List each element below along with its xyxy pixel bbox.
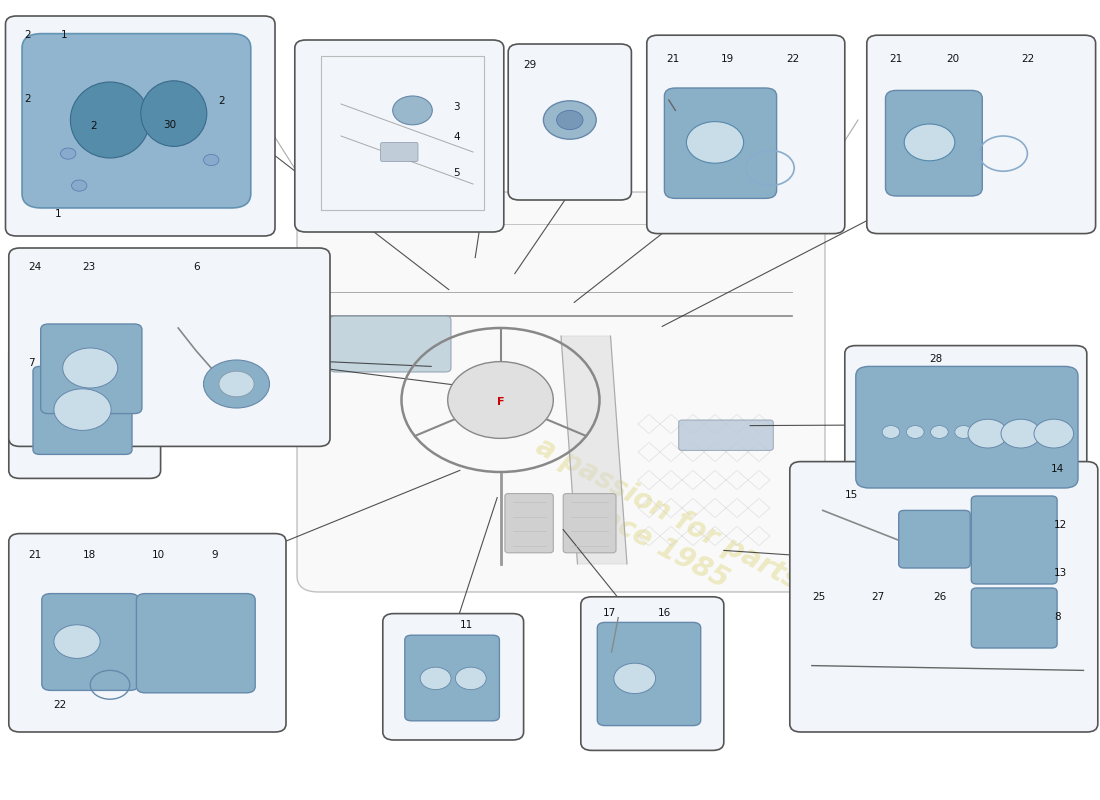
Circle shape [455, 667, 486, 690]
Text: 23: 23 [82, 262, 96, 272]
FancyBboxPatch shape [42, 594, 139, 690]
FancyBboxPatch shape [664, 88, 777, 198]
FancyBboxPatch shape [581, 597, 724, 750]
Text: 10: 10 [152, 550, 165, 560]
FancyBboxPatch shape [563, 494, 616, 553]
Text: 2: 2 [218, 96, 224, 106]
Circle shape [968, 419, 1008, 448]
Circle shape [882, 426, 900, 438]
Circle shape [54, 389, 111, 430]
Circle shape [904, 124, 955, 161]
FancyBboxPatch shape [647, 35, 845, 234]
Text: a passion for parts
since 1985: a passion for parts since 1985 [516, 432, 804, 624]
FancyBboxPatch shape [790, 462, 1098, 732]
Circle shape [557, 110, 583, 130]
Text: 13: 13 [1054, 568, 1067, 578]
Text: 7: 7 [29, 358, 35, 368]
Text: 16: 16 [658, 608, 671, 618]
FancyBboxPatch shape [845, 346, 1087, 504]
FancyBboxPatch shape [6, 16, 275, 236]
Text: 26: 26 [933, 592, 946, 602]
FancyBboxPatch shape [886, 90, 982, 196]
FancyBboxPatch shape [508, 44, 631, 200]
Text: 14: 14 [1050, 464, 1064, 474]
Circle shape [204, 154, 219, 166]
Circle shape [906, 426, 924, 438]
FancyBboxPatch shape [867, 35, 1096, 234]
Polygon shape [561, 336, 627, 564]
Text: 5: 5 [453, 168, 460, 178]
Text: 21: 21 [667, 54, 680, 64]
Text: 21: 21 [889, 54, 902, 64]
Text: 27: 27 [871, 592, 884, 602]
Circle shape [393, 96, 432, 125]
FancyBboxPatch shape [971, 588, 1057, 648]
Circle shape [1034, 419, 1074, 448]
Circle shape [614, 663, 656, 694]
FancyBboxPatch shape [9, 534, 286, 732]
Text: 19: 19 [720, 54, 734, 64]
Text: 1: 1 [60, 30, 67, 40]
Text: 22: 22 [53, 701, 66, 710]
Circle shape [60, 148, 76, 159]
Text: 28: 28 [930, 354, 943, 364]
Text: 17: 17 [603, 608, 616, 618]
Text: 9: 9 [211, 550, 218, 560]
FancyBboxPatch shape [405, 635, 499, 721]
FancyBboxPatch shape [971, 496, 1057, 584]
Ellipse shape [70, 82, 150, 158]
Text: 22: 22 [786, 54, 800, 64]
Circle shape [955, 426, 972, 438]
FancyBboxPatch shape [330, 316, 451, 372]
Text: 8: 8 [1054, 613, 1060, 622]
Ellipse shape [141, 81, 207, 146]
Circle shape [931, 426, 948, 438]
Text: 21: 21 [29, 550, 42, 560]
FancyBboxPatch shape [899, 510, 970, 568]
Text: 1: 1 [55, 210, 62, 219]
Text: 2: 2 [90, 122, 97, 131]
Text: 24: 24 [29, 262, 42, 272]
FancyBboxPatch shape [33, 366, 132, 454]
Text: F: F [497, 398, 504, 407]
FancyBboxPatch shape [505, 494, 553, 553]
Text: 6: 6 [194, 262, 200, 272]
Text: 2: 2 [24, 94, 31, 104]
Circle shape [72, 180, 87, 191]
Text: 4: 4 [453, 133, 460, 142]
FancyBboxPatch shape [22, 34, 251, 208]
FancyBboxPatch shape [136, 594, 255, 693]
Circle shape [54, 625, 100, 658]
Circle shape [448, 362, 553, 438]
FancyBboxPatch shape [295, 40, 504, 232]
Circle shape [63, 348, 118, 388]
FancyBboxPatch shape [9, 248, 330, 446]
Text: 30: 30 [163, 119, 176, 130]
Text: 22: 22 [1021, 54, 1034, 64]
Text: 15: 15 [845, 490, 858, 500]
FancyBboxPatch shape [597, 622, 701, 726]
Text: 12: 12 [1054, 520, 1067, 530]
Circle shape [1001, 419, 1041, 448]
Circle shape [219, 371, 254, 397]
FancyBboxPatch shape [9, 344, 161, 478]
FancyBboxPatch shape [41, 324, 142, 414]
Text: 11: 11 [460, 621, 473, 630]
Text: 29: 29 [524, 60, 537, 70]
FancyBboxPatch shape [856, 366, 1078, 488]
Circle shape [686, 122, 744, 163]
Text: 2: 2 [24, 30, 31, 40]
Text: 3: 3 [453, 102, 460, 112]
Circle shape [543, 101, 596, 139]
Text: 20: 20 [946, 54, 959, 64]
Text: 25: 25 [812, 592, 825, 602]
Circle shape [204, 360, 270, 408]
Circle shape [420, 667, 451, 690]
FancyBboxPatch shape [381, 142, 418, 162]
Text: 18: 18 [82, 550, 96, 560]
FancyBboxPatch shape [679, 420, 773, 450]
FancyBboxPatch shape [297, 192, 825, 592]
FancyBboxPatch shape [383, 614, 524, 740]
